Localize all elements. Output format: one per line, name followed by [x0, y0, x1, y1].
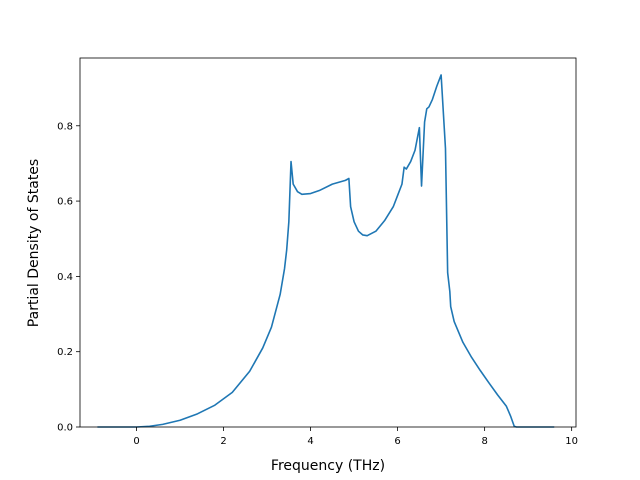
x-tick-label: 0 — [133, 436, 139, 447]
x-tick-label: 4 — [307, 436, 313, 447]
plot-area — [97, 74, 555, 428]
y-tick-label: 0.6 — [57, 197, 73, 208]
series-line-0 — [97, 74, 555, 428]
x-tick-label: 6 — [394, 436, 400, 447]
axes-frame — [79, 57, 577, 428]
x-axis-ticks: 0 2 4 6 8 10 — [133, 427, 578, 447]
y-axis-label: Partial Density of States — [26, 159, 42, 327]
x-tick-label: 8 — [481, 436, 487, 447]
y-tick-label: 0.8 — [57, 121, 73, 132]
y-tick-label: 0.2 — [57, 347, 73, 358]
y-tick-label: 0.4 — [57, 272, 73, 283]
x-tick-label: 10 — [565, 436, 578, 447]
y-tick-label: 0.0 — [57, 423, 73, 434]
x-axis-label: Frequency (THz) — [271, 458, 385, 474]
y-axis-ticks: 0.0 0.2 0.4 0.6 0.8 — [57, 121, 80, 434]
x-tick-label: 2 — [220, 436, 226, 447]
